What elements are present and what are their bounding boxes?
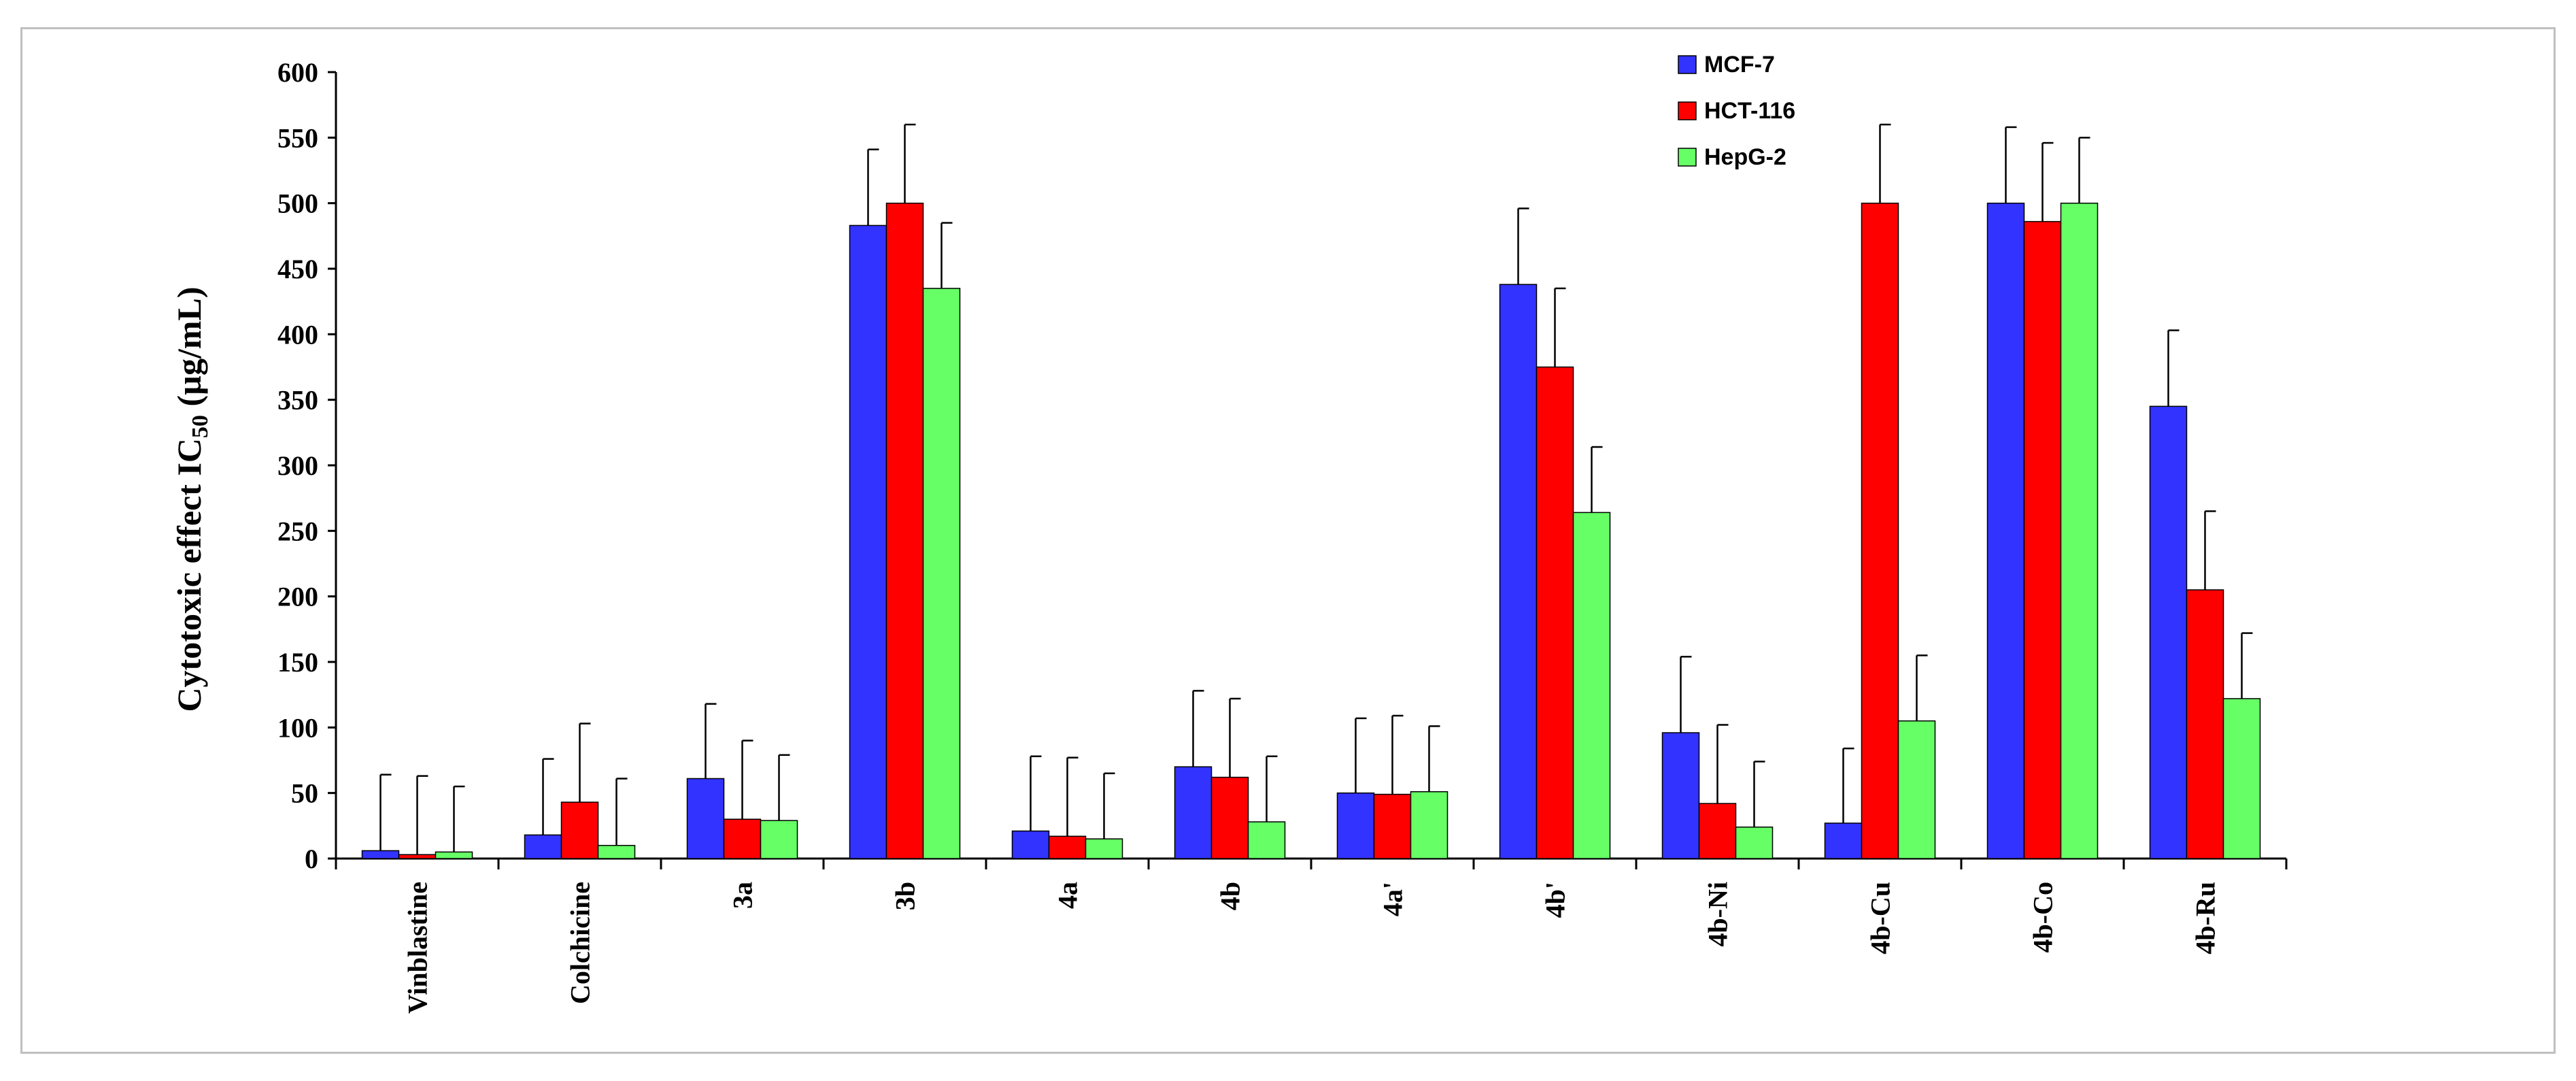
y-tick-label: 400 — [277, 319, 318, 350]
legend-swatch — [1678, 101, 1697, 120]
bar — [1210, 776, 1249, 859]
y-axis-title-unit: (µg/mL) — [170, 286, 208, 415]
bar — [1897, 720, 1936, 859]
y-tick-label: 350 — [277, 385, 318, 416]
y-tick-label: 150 — [277, 647, 318, 678]
y-tick-label: 450 — [277, 254, 318, 284]
bar — [524, 834, 562, 859]
bar — [686, 778, 725, 859]
x-tick-label: Vinblastine — [403, 882, 433, 1014]
bar — [1247, 821, 1286, 859]
x-axis: Vinblastine Colchicine 3a 3b 4a 4b 4a' 4b' 4b-Ni… — [335, 857, 2288, 1014]
bar — [361, 850, 400, 859]
bar — [1499, 284, 1538, 859]
bar — [1174, 766, 1213, 859]
x-tick-label: 4b-Cu — [1865, 882, 1896, 954]
bar — [1336, 792, 1375, 859]
legend-label: HepG-2 — [1704, 144, 1786, 170]
legend: MCF-7 HCT-116 HepG-2 — [1678, 52, 1795, 170]
y-tick-label: 500 — [277, 188, 318, 219]
bar — [1735, 827, 1774, 859]
y-tick-label: 100 — [277, 712, 318, 743]
bar — [560, 801, 599, 859]
x-tick-label: 4b-Co — [2028, 882, 2058, 952]
bar — [1085, 838, 1123, 859]
legend-swatch — [1678, 55, 1697, 74]
chart-frame — [20, 27, 2556, 1054]
y-axis: 0 50 100 150 200 250 300 350 400 450 500 550 600 — [277, 57, 337, 874]
y-tick-label: 550 — [277, 122, 318, 153]
y-tick-label: 50 — [291, 778, 318, 809]
series-HepG-2 — [435, 137, 2261, 859]
x-tick-label: 4b-Ru — [2190, 882, 2221, 954]
x-tick-label: 4a — [1053, 882, 1083, 909]
y-tick-label: 600 — [277, 57, 318, 88]
x-tick-label: Colchicine — [565, 882, 596, 1004]
bar — [398, 854, 437, 859]
x-tick-label: 3b — [890, 882, 921, 910]
y-tick-label: 200 — [277, 582, 318, 612]
series-MCF-7 — [361, 126, 2188, 859]
y-axis-title: Cytotoxic effect IC50 (µg/mL) — [170, 286, 213, 712]
bars — [361, 123, 2261, 859]
bar — [1572, 512, 1611, 859]
bar — [1048, 835, 1087, 859]
x-tick-label: 4b — [1215, 882, 1246, 910]
bar — [597, 844, 636, 859]
bar — [1661, 732, 1700, 859]
legend-swatch — [1678, 148, 1697, 167]
bar — [2023, 220, 2062, 859]
bar — [2222, 698, 2261, 859]
bar — [2186, 589, 2224, 859]
bar — [723, 818, 762, 859]
bar — [849, 224, 887, 859]
bar — [1373, 793, 1412, 859]
bar — [1824, 822, 1863, 859]
bar — [435, 851, 473, 859]
bar — [1698, 803, 1737, 859]
x-tick-label: 4b-Ni — [1703, 882, 1733, 947]
y-axis-label: Cytotoxic effect IC50 (µg/mL) — [170, 286, 213, 712]
y-tick-label: 250 — [277, 516, 318, 546]
legend-label: MCF-7 — [1704, 52, 1775, 78]
y-axis-title-subscript: 50 — [188, 415, 213, 438]
bar — [1011, 830, 1050, 859]
series-HCT-116 — [398, 123, 2224, 859]
y-axis-title-main: Cytotoxic effect IC — [170, 438, 208, 712]
x-tick-label: 4b' — [1540, 882, 1571, 918]
bar — [1986, 202, 2025, 859]
bar — [1536, 366, 1574, 859]
y-tick-label: 0 — [305, 844, 318, 874]
bar — [2060, 202, 2099, 859]
bar — [885, 202, 924, 859]
bar — [1410, 791, 1448, 859]
bar — [760, 820, 798, 859]
x-tick-label: 3a — [728, 882, 758, 909]
bar — [2149, 405, 2188, 859]
y-tick-label: 300 — [277, 450, 318, 481]
bar — [922, 288, 961, 859]
bar — [1861, 202, 1899, 859]
legend-label: HCT-116 — [1704, 98, 1795, 124]
x-tick-label: 4a' — [1378, 882, 1408, 916]
